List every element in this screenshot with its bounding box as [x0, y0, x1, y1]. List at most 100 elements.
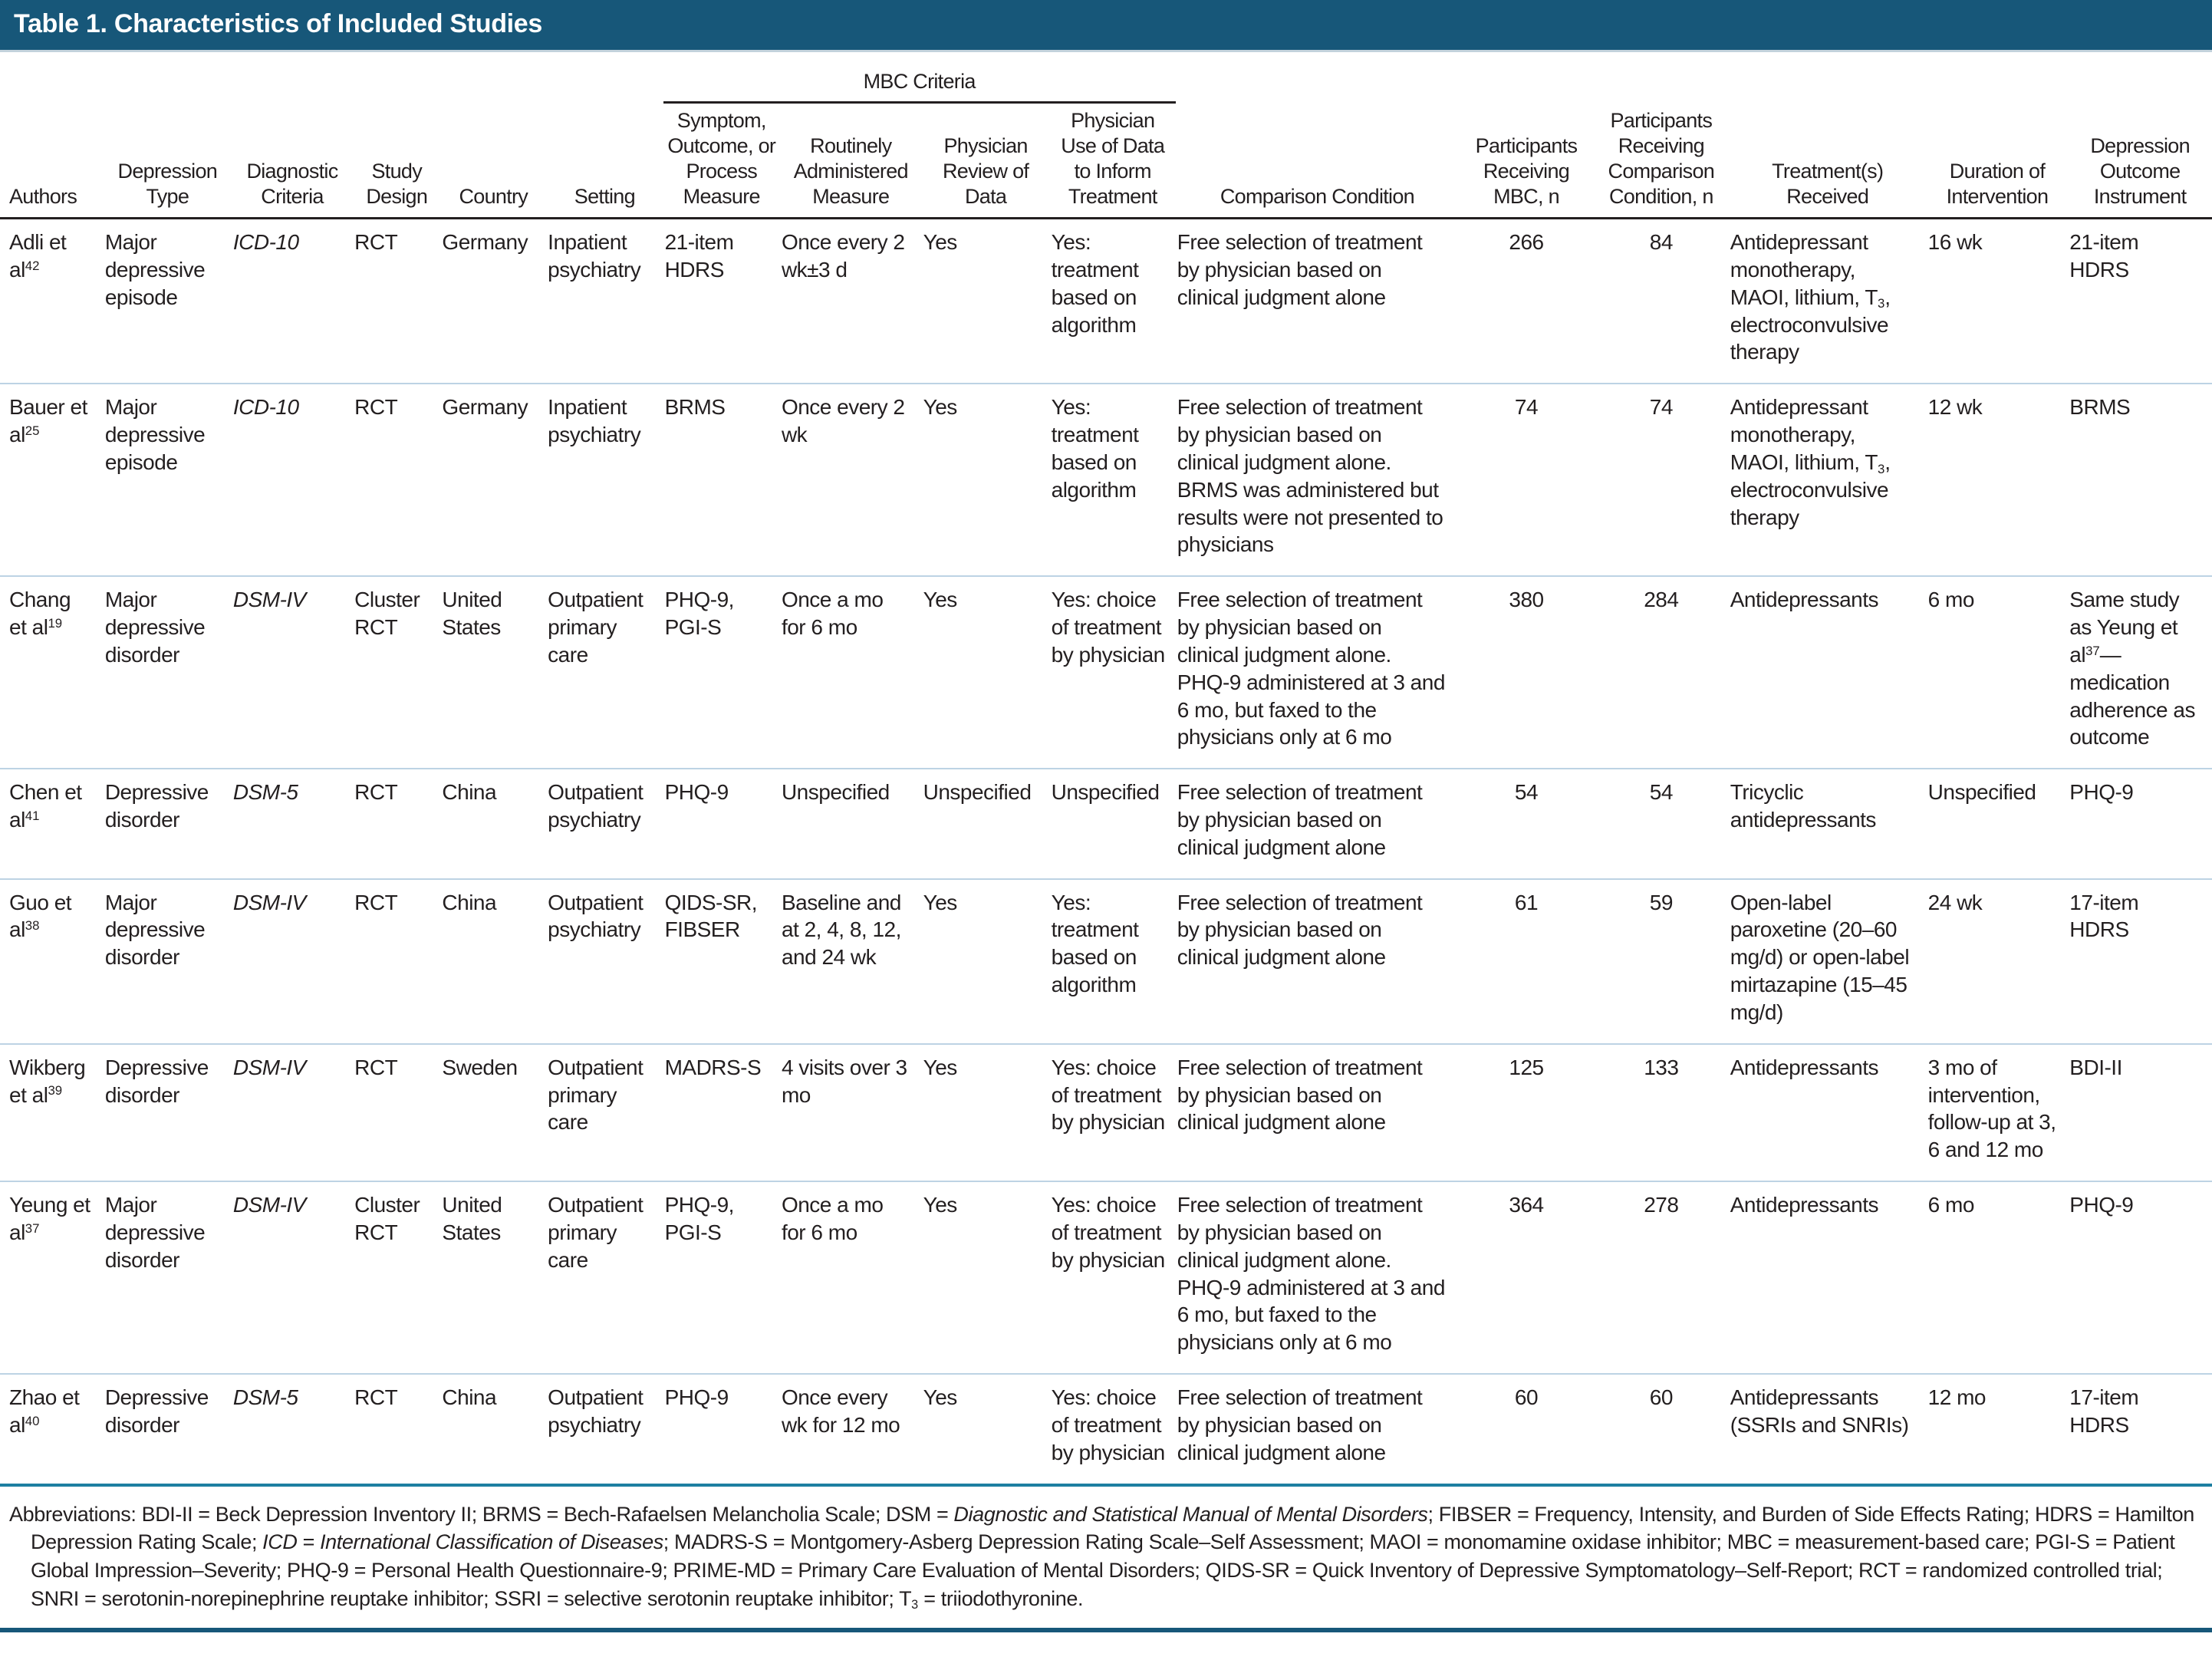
cell-duration: 3 mo of intervention, follow-up at 3, 6 … — [1926, 1043, 2069, 1183]
col-header-treatments-received: Treatment(s) Received — [1728, 52, 1927, 220]
cell-study-design: RCT — [353, 218, 441, 385]
cell-duration: Unspecified — [1926, 769, 2069, 880]
cell-physician-use: Yes: choice of treatment by physician — [1049, 1043, 1176, 1183]
cell-comparison-condition: Free selection of treatment by physician… — [1175, 878, 1460, 1045]
col-header-diagnostic-criteria: Diagnostic Criteria — [231, 52, 354, 220]
cell-diagnostic-criteria: DSM-IV — [231, 1043, 354, 1183]
table-row: Chen et al41 Depressive disorder DSM-5 R… — [0, 769, 2212, 880]
table-title-bar: Table 1. Characteristics of Included Stu… — [0, 0, 2212, 53]
cell-outcome-instrument: Same study as Yeung et al37—medication a… — [2068, 576, 2212, 770]
cell-setting: Outpatient primary care — [546, 1181, 663, 1375]
cell-comparison-condition: Free selection of treatment by physician… — [1175, 218, 1460, 385]
cell-duration: 12 wk — [1926, 384, 2069, 578]
cell-participants-comparison: 133 — [1593, 1043, 1729, 1183]
cell-outcome-instrument: 17-item HDRS — [2068, 1374, 2212, 1487]
cell-diagnostic-criteria: ICD-10 — [231, 384, 354, 578]
cell-physician-review: Yes — [921, 384, 1050, 578]
cell-duration: 12 mo — [1926, 1374, 2069, 1487]
cell-authors: Bauer et al25 — [0, 384, 104, 578]
cell-country: China — [440, 769, 547, 880]
cell-participants-comparison: 54 — [1593, 769, 1729, 880]
table-row: Wikberg et al39 Depressive disorder DSM-… — [0, 1043, 2212, 1183]
cell-physician-use: Yes: choice of treatment by physician — [1049, 576, 1176, 770]
table-row: Yeung et al37 Major depressive disorder … — [0, 1181, 2212, 1375]
cell-outcome-instrument: 17-item HDRS — [2068, 878, 2212, 1045]
table-row: Bauer et al25 Major depressive episode I… — [0, 384, 2212, 578]
cell-participants-comparison: 284 — [1593, 576, 1729, 770]
cell-treatments-received: Tricyclic antidepressants — [1728, 769, 1927, 880]
cell-routinely-administered: Once every wk for 12 mo — [779, 1374, 922, 1487]
cell-depression-type: Major depressive disorder — [103, 1181, 232, 1375]
cell-study-design: Cluster RCT — [353, 576, 441, 770]
cell-symptom-measure: QIDS-SR, FIBSER — [663, 878, 780, 1045]
cell-authors: Adli et al42 — [0, 218, 104, 385]
cell-country: United States — [440, 1181, 547, 1375]
cell-setting: Outpatient psychiatry — [546, 1374, 663, 1487]
table-row: Guo et al38 Major depressive disorder DS… — [0, 878, 2212, 1045]
cell-diagnostic-criteria: ICD-10 — [231, 218, 354, 385]
cell-outcome-instrument: PHQ-9 — [2068, 1181, 2212, 1375]
cell-setting: Outpatient primary care — [546, 576, 663, 770]
col-header-participants-mbc: Participants Receiving MBC, n — [1459, 52, 1594, 220]
characteristics-table: Authors Depression Type Diagnostic Crite… — [0, 52, 2212, 1487]
cell-symptom-measure: PHQ-9, PGI-S — [663, 576, 780, 770]
cell-outcome-instrument: PHQ-9 — [2068, 769, 2212, 880]
cell-setting: Inpatient psychiatry — [546, 218, 663, 385]
cell-physician-review: Yes — [921, 1043, 1050, 1183]
cell-physician-review: Yes — [921, 1181, 1050, 1375]
cell-treatments-received: Antidepressant monotherapy, MAOI, lithiu… — [1728, 218, 1927, 385]
cell-duration: 6 mo — [1926, 1181, 2069, 1375]
cell-physician-use: Yes: treatment based on algorithm — [1049, 384, 1176, 578]
cell-participants-mbc: 364 — [1459, 1181, 1594, 1375]
cell-participants-mbc: 74 — [1459, 384, 1594, 578]
cell-country: Germany — [440, 384, 547, 578]
cell-diagnostic-criteria: DSM-IV — [231, 1181, 354, 1375]
cell-diagnostic-criteria: DSM-IV — [231, 576, 354, 770]
cell-physician-use: Yes: choice of treatment by physician — [1049, 1374, 1176, 1487]
cell-symptom-measure: 21-item HDRS — [663, 218, 780, 385]
cell-setting: Inpatient psychiatry — [546, 384, 663, 578]
col-header-study-design: Study Design — [353, 52, 441, 220]
cell-authors: Zhao et al40 — [0, 1374, 104, 1487]
cell-participants-mbc: 266 — [1459, 218, 1594, 385]
cell-comparison-condition: Free selection of treatment by physician… — [1175, 576, 1460, 770]
col-header-setting: Setting — [546, 52, 663, 220]
cell-physician-use: Yes: treatment based on algorithm — [1049, 878, 1176, 1045]
cell-routinely-administered: Once a mo for 6 mo — [779, 1181, 922, 1375]
cell-physician-review: Yes — [921, 1374, 1050, 1487]
page-bottom-rule — [0, 1628, 2212, 1633]
cell-setting: Outpatient psychiatry — [546, 769, 663, 880]
col-header-duration: Duration of Intervention — [1926, 52, 2069, 220]
cell-depression-type: Major depressive episode — [103, 384, 232, 578]
cell-country: Germany — [440, 218, 547, 385]
cell-routinely-administered: Once every 2 wk±3 d — [779, 218, 922, 385]
cell-depression-type: Major depressive disorder — [103, 878, 232, 1045]
cell-comparison-condition: Free selection of treatment by physician… — [1175, 769, 1460, 880]
cell-duration: 24 wk — [1926, 878, 2069, 1045]
cell-outcome-instrument: BDI-II — [2068, 1043, 2212, 1183]
cell-country: Sweden — [440, 1043, 547, 1183]
cell-participants-comparison: 59 — [1593, 878, 1729, 1045]
table-body: Adli et al42 Major depressive episode IC… — [0, 218, 2212, 1487]
cell-routinely-administered: 4 visits over 3 mo — [779, 1043, 922, 1183]
cell-comparison-condition: Free selection of treatment by physician… — [1175, 1181, 1460, 1375]
col-header-depression-type: Depression Type — [103, 52, 232, 220]
cell-treatments-received: Antidepressants — [1728, 576, 1927, 770]
cell-country: United States — [440, 576, 547, 770]
cell-depression-type: Major depressive episode — [103, 218, 232, 385]
cell-diagnostic-criteria: DSM-5 — [231, 1374, 354, 1487]
cell-duration: 6 mo — [1926, 576, 2069, 770]
cell-outcome-instrument: 21-item HDRS — [2068, 218, 2212, 385]
table-row: Adli et al42 Major depressive episode IC… — [0, 218, 2212, 385]
cell-participants-mbc: 54 — [1459, 769, 1594, 880]
cell-authors: Chang et al19 — [0, 576, 104, 770]
cell-country: China — [440, 878, 547, 1045]
cell-routinely-administered: Once a mo for 6 mo — [779, 576, 922, 770]
col-header-authors: Authors — [0, 52, 104, 220]
cell-physician-use: Unspecified — [1049, 769, 1176, 880]
cell-treatments-received: Antidepressant monotherapy, MAOI, lithiu… — [1728, 384, 1927, 578]
col-header-physician-review: Physician Review of Data — [921, 102, 1050, 220]
cell-physician-review: Yes — [921, 576, 1050, 770]
cell-physician-review: Yes — [921, 218, 1050, 385]
table-title: Table 1. Characteristics of Included Stu… — [14, 9, 543, 38]
